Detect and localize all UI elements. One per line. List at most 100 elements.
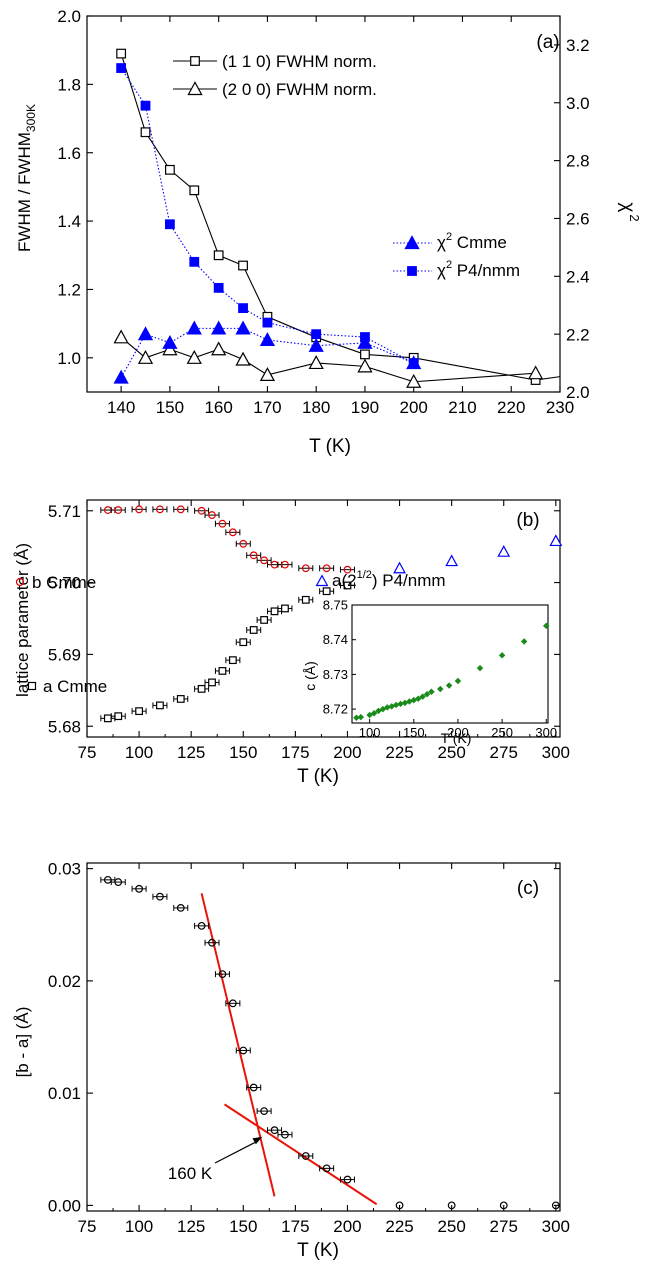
data-point: [228, 528, 237, 537]
series-line-0: [120, 53, 561, 381]
panel-a-right-axis-label-main: χ: [617, 202, 638, 212]
panel-a-x-tick-label: 140: [107, 398, 135, 417]
panel-c-x-ticks: 75 100 125 150 175 200 225 250 275 300: [78, 863, 570, 1236]
legend-chi-symbol: χ: [437, 233, 446, 252]
panel-a-x-tick-label: 180: [302, 398, 330, 417]
panel-c-data: [100, 875, 560, 1210]
data-point: [186, 320, 202, 335]
panel-a-left-y-ticks: 1.0 1.2 1.4 1.6 1.8 2.0: [57, 7, 93, 368]
panel-a-x-tick-label: 160: [204, 398, 232, 417]
data-point: [113, 329, 129, 344]
panel-a-y-tick-label: 1.6: [57, 144, 81, 163]
panel-a-label: (a): [536, 32, 559, 53]
legend-chi-sup: 2: [446, 259, 452, 271]
fit-line-1: [223, 1103, 378, 1206]
legend-marker: [407, 266, 417, 276]
data-point: [164, 164, 175, 175]
inset-x-tick-label: 150: [403, 725, 425, 740]
data-point: [137, 326, 154, 341]
data-point: [156, 892, 164, 901]
inset-data-point: [423, 690, 431, 698]
data-point: [228, 656, 237, 665]
series-line-2: [120, 327, 414, 378]
inset-x-tick-label: 300: [535, 725, 557, 740]
data-point: [156, 505, 164, 514]
panel-a-y-tick-label: 2.0: [57, 7, 81, 26]
legend-p4-prefix: a(2: [332, 571, 357, 590]
legend-item-a-p4nmm: a(21/2) P4/nmm: [332, 569, 446, 590]
data-point: [249, 626, 258, 634]
data-point: [447, 1201, 456, 1210]
legend-chi2-cmme-text: Cmme: [452, 233, 507, 252]
series-line-3: [120, 67, 414, 364]
data-point: [116, 48, 127, 59]
inset-y-ticks: 8.72 8.73 8.74 8.75: [323, 598, 356, 717]
data-point: [208, 938, 216, 947]
data-point: [156, 701, 164, 710]
panel-b-x-tick-label: 75: [78, 743, 97, 762]
panel-a-y2-tick-label: 2.0: [566, 383, 590, 402]
data-point: [238, 303, 248, 314]
panel-a-y2-tick-label: 2.4: [566, 267, 590, 286]
data-point: [176, 505, 185, 514]
data-point: [343, 565, 352, 574]
inset-data-point: [379, 705, 387, 713]
legend-marker: [187, 81, 203, 96]
inset-data-point: [357, 713, 365, 721]
panel-b-y-tick-label: 5.70: [48, 574, 81, 593]
data-point: [176, 904, 185, 912]
legend-item-a-cmme: a Cmme: [43, 677, 107, 696]
inset-data: [353, 622, 550, 722]
data-point: [499, 1201, 508, 1210]
legend-chi2-p4nmm-text: P4/nmm: [452, 261, 520, 280]
inset-data-point: [375, 707, 382, 715]
data-point: [218, 970, 227, 979]
panel-c-y-tick-label: 0.02: [48, 972, 81, 991]
panel-b-x-tick-label: 225: [385, 743, 413, 762]
panel-b-data: [100, 505, 563, 723]
data-point: [218, 667, 227, 675]
data-point: [137, 349, 154, 364]
panel-c-x-tick-label: 100: [125, 1217, 153, 1236]
legend-item-200: (2 0 0) FWHM norm.: [222, 80, 377, 99]
data-point: [497, 545, 511, 557]
data-point: [249, 551, 258, 560]
panel-a-y-tick-label: 1.8: [57, 75, 81, 94]
panel-a-x-tick-label: 200: [400, 398, 428, 417]
data-point: [239, 638, 248, 647]
panel-c-x-tick-label: 225: [385, 1217, 413, 1236]
data-point: [301, 595, 310, 604]
annotation-160k: 160 K: [168, 1164, 213, 1183]
inset-data-point: [445, 682, 453, 689]
data-point: [238, 260, 248, 271]
data-point: [213, 250, 224, 261]
panel-b-y-tick-label: 5.68: [48, 717, 81, 736]
panel-a-y-tick-label: 1.4: [57, 212, 81, 231]
data-point: [208, 511, 216, 519]
data-point: [395, 1201, 404, 1210]
inset-x-tick-label: 200: [447, 725, 469, 740]
inset-data-point: [520, 638, 528, 645]
panel-c-x-tick-label: 275: [490, 1217, 518, 1236]
panel-a-x-tick-label: 150: [156, 398, 184, 417]
panel-b-x-tick-label: 125: [177, 743, 205, 762]
data-point: [308, 355, 324, 370]
inset-x-tick-label: 250: [491, 725, 513, 740]
panel-b-inset: 100 150 200 250 300 8.72 8.73 8.74 8.75 T (K) c…: [302, 598, 557, 747]
inset-y-tick-label: 8.73: [323, 667, 348, 682]
panel-a-y2-tick-label: 3.0: [566, 94, 590, 113]
data-point: [260, 556, 269, 565]
inset-data-point: [370, 710, 378, 717]
data-point: [551, 1201, 560, 1210]
data-point: [211, 341, 227, 356]
data-point: [311, 329, 322, 340]
data-point: [103, 714, 112, 723]
inset-x-axis-label: T (K): [441, 730, 472, 746]
panel-b-x-tick-label: 250: [437, 743, 465, 762]
inset-data-point: [414, 695, 422, 702]
data-point: [135, 707, 143, 716]
panel-b-x-tick-label: 275: [490, 743, 518, 762]
data-point: [260, 616, 269, 624]
inset-frame: [351, 604, 549, 724]
